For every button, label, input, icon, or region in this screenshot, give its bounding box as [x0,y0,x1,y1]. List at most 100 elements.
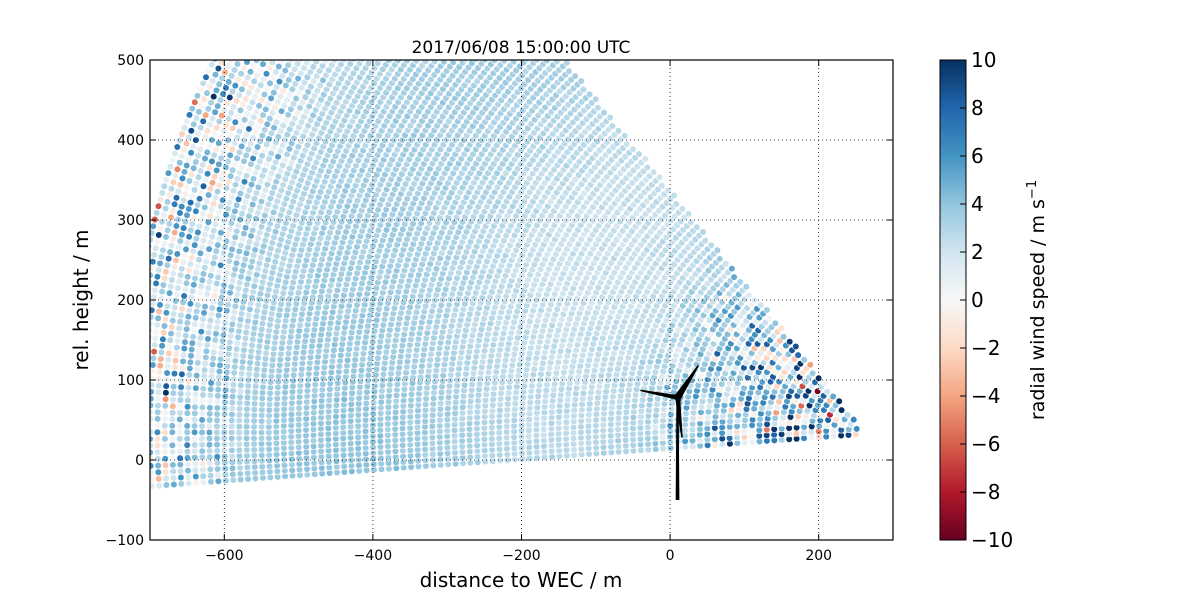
scatter-point [184,396,192,405]
scatter-point [565,67,573,75]
scatter-point [205,434,214,443]
scatter-point [195,256,203,264]
scatter-point [231,357,239,365]
scatter-point [214,187,222,196]
scatter-point [213,324,221,332]
scatter-point [195,346,203,355]
scatter-point [192,479,200,487]
scatter-point [187,352,195,360]
scatter-point [228,410,236,419]
scatter-point [620,132,629,140]
scatter-point [192,378,200,386]
scatter-point [176,448,184,456]
scatter-point [233,339,241,347]
scatter-point [199,466,207,474]
scatter-point [199,397,207,405]
scatter-point [359,60,366,63]
scatter-point [500,60,508,65]
scatter-point [224,157,232,165]
scatter-point [349,60,357,63]
scatter-point [176,461,184,469]
scatter-point [198,321,206,329]
scatter-point [225,344,233,352]
scatter-point [199,315,207,323]
scatter-point [183,447,191,456]
scatter-point [198,276,206,284]
scatter-point [594,104,602,112]
scatter-point [207,310,215,318]
scatter-point [228,245,236,253]
scatter-point [184,390,192,398]
scatter-point [206,465,214,474]
scatter-point [608,122,617,130]
scatter-point [236,279,244,287]
scatter-point [184,384,193,392]
scatter-point [191,447,199,455]
scatter-point [231,139,239,147]
scatter-point [234,333,242,341]
scatter-point [222,477,230,485]
scatter-point [195,295,203,303]
scatter-point [221,275,229,283]
scatter-point [186,364,194,373]
scatter-point [230,271,238,279]
scatter-point [183,409,191,417]
scatter-point [191,441,199,449]
scatter-point [214,273,222,282]
scatter-point [234,253,242,261]
scatter-point [243,323,251,331]
scatter-point [213,398,222,406]
scatter-point [235,327,243,335]
scatter-point [239,358,247,366]
scatter-point [190,326,198,335]
scatter-point [227,332,235,340]
scatter-point [222,313,230,321]
scatter-point [223,269,231,277]
scatter-point [224,205,232,213]
scatter-point [209,354,217,363]
scatter-point [203,341,211,349]
scatter-point [177,473,185,482]
scatter-point [224,356,232,364]
scatter-point [194,353,202,361]
scatter-point [808,369,817,378]
scatter-point [226,338,234,346]
scatter-point [368,60,375,63]
scatter-point [227,283,235,291]
scatter-point [312,60,320,66]
scatter-point [231,363,239,371]
scatter-point [184,473,192,481]
scatter-point [202,353,210,362]
scatter-point [177,383,185,391]
scatter-point [177,467,185,475]
scatter-point [205,441,214,449]
scatter-point [243,280,251,289]
scatter-point [216,305,224,314]
scatter-point [850,416,858,424]
scatter-point [236,387,244,395]
scatter-point [221,392,229,400]
scatter-point [222,380,230,388]
scatter-point [730,273,738,281]
scatter-point [205,278,214,286]
scatter-point [176,396,184,404]
scatter-point [238,369,246,378]
scatter-point [821,379,829,387]
scatter-point [728,265,736,273]
scatter-point [672,200,680,208]
scatter-point [242,224,250,232]
scatter-point [192,472,200,481]
scatter-point [206,453,214,461]
scatter-point [184,403,192,411]
scatter-point [208,304,216,312]
scatter-point [217,202,225,210]
scatter-point [178,370,186,378]
scatter-point [176,409,184,417]
scatter-point [699,228,707,236]
scatter-point [202,347,210,355]
scatter-point [792,342,800,351]
scatter-point [185,377,193,385]
scatter-point [176,441,184,449]
scatter-point [736,278,744,286]
scatter-point [722,260,730,268]
